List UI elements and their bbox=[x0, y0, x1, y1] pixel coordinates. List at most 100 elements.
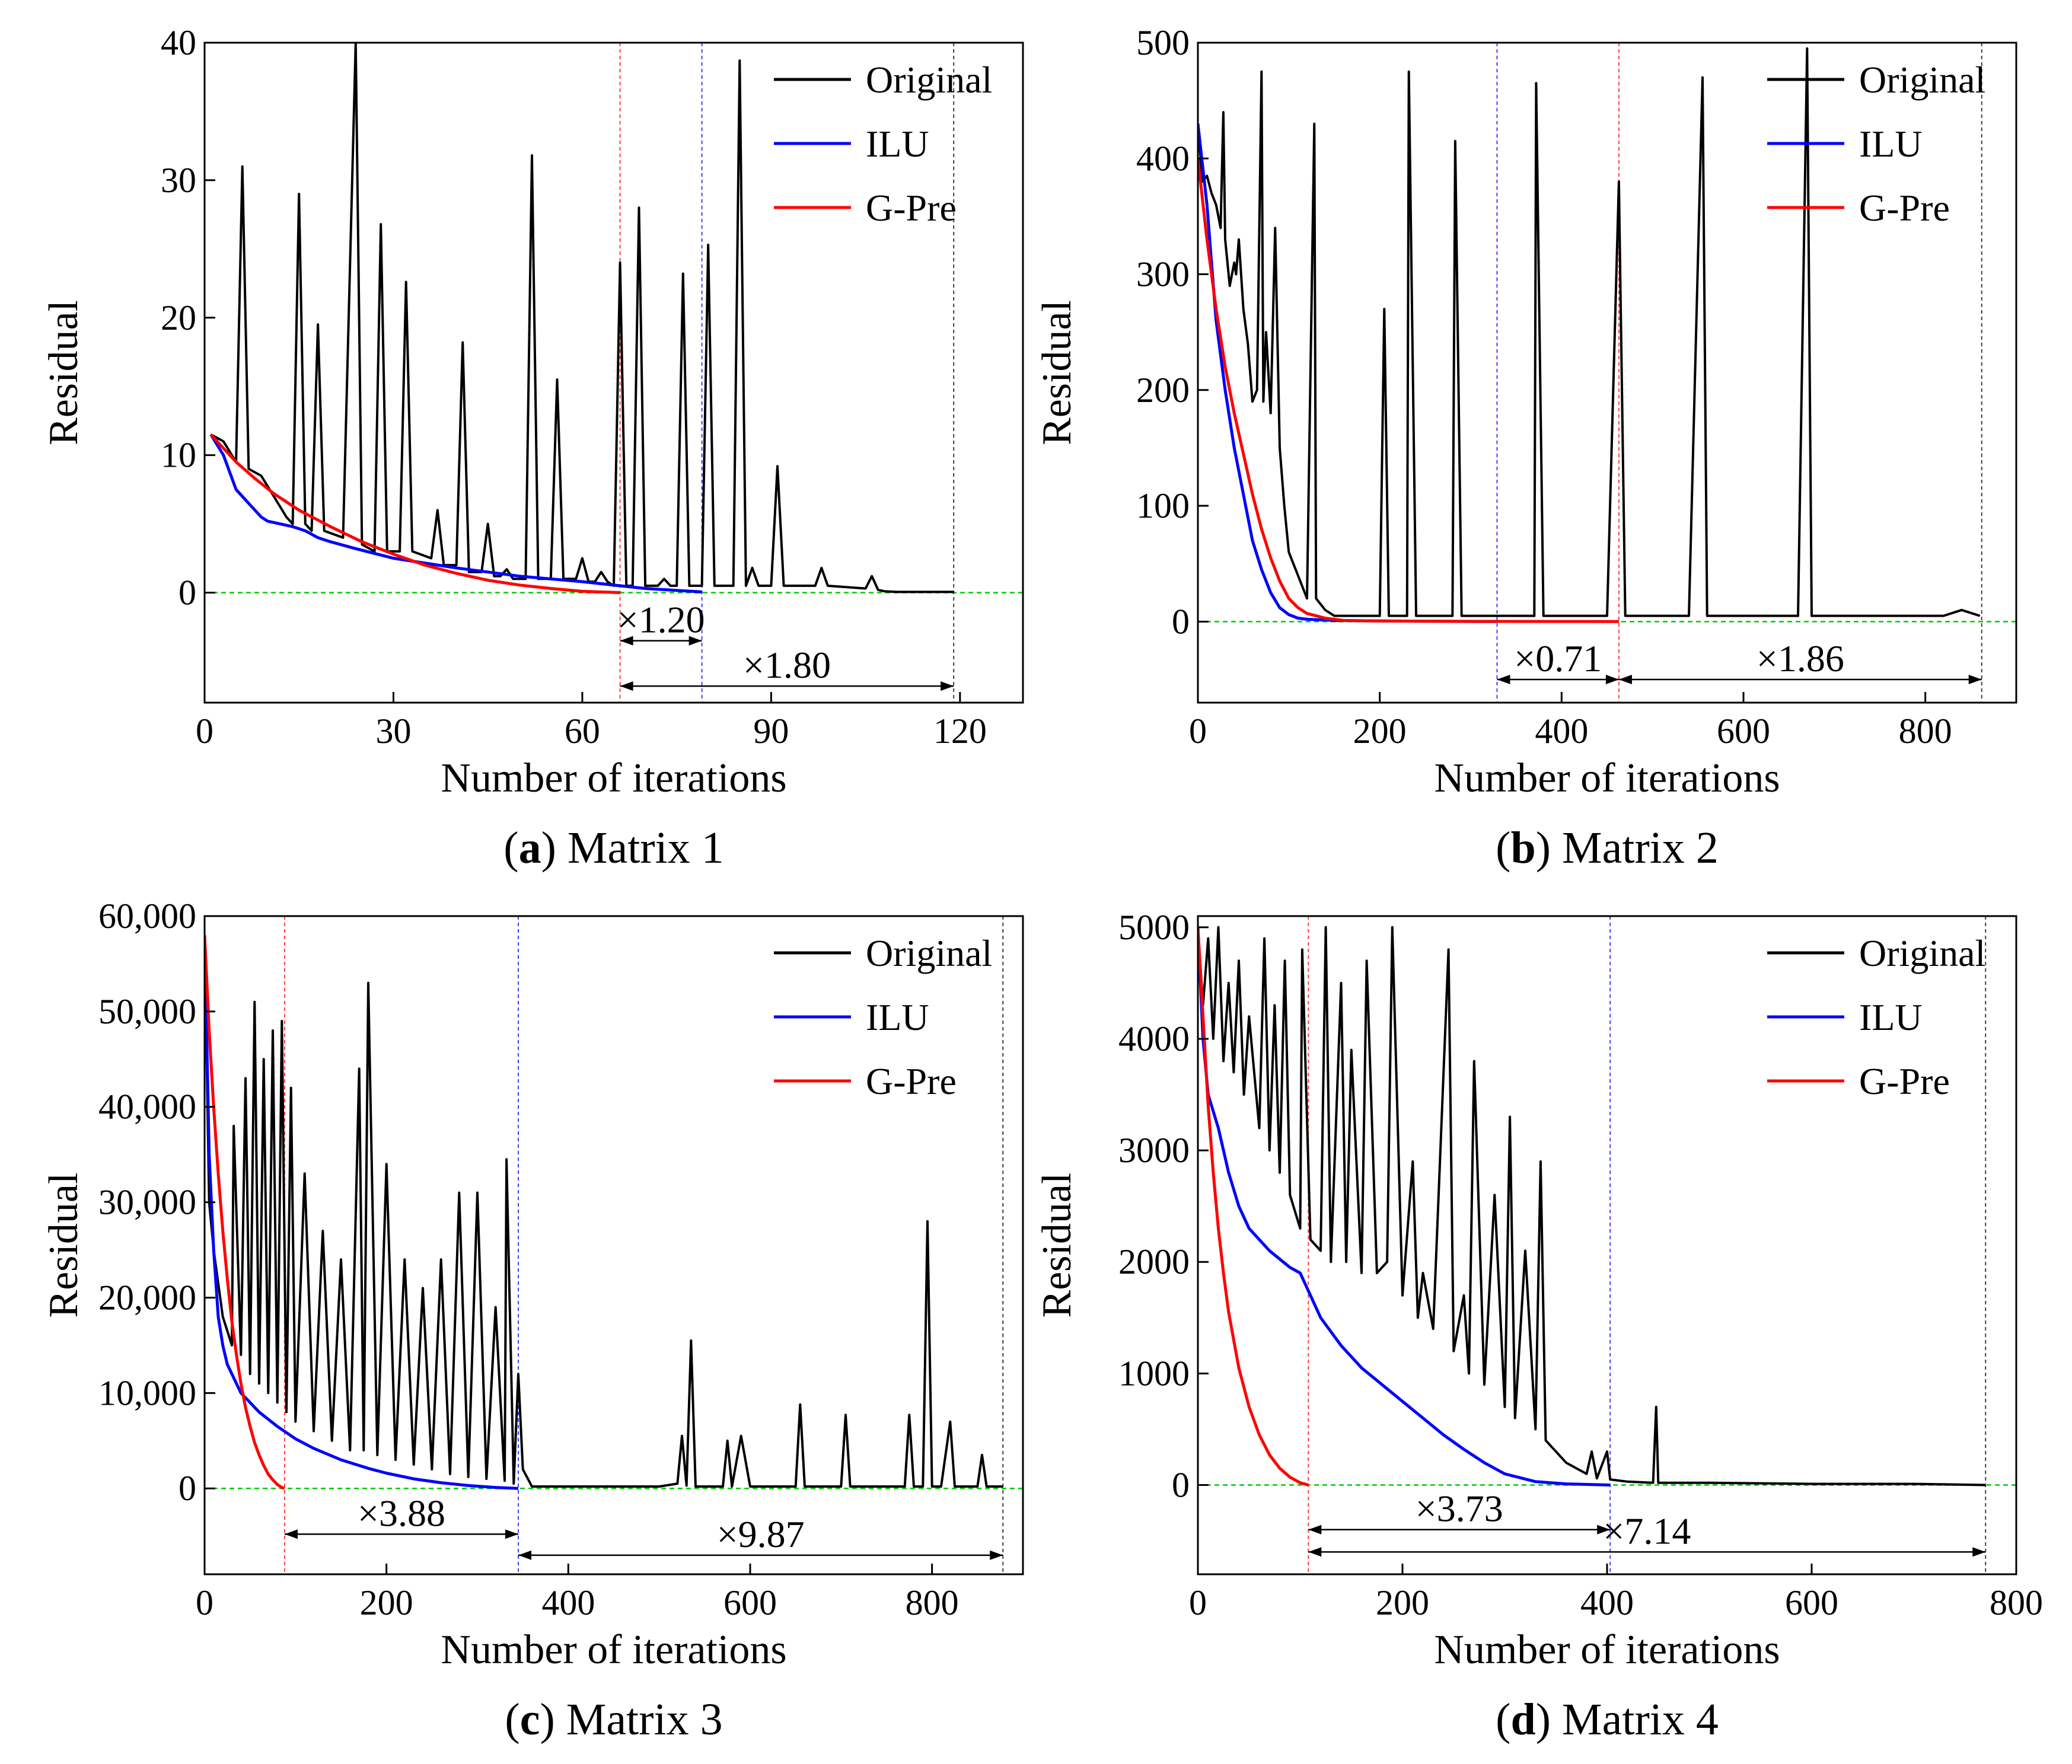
series-line-ilu bbox=[209, 433, 702, 594]
y-tick-label: 30,000 bbox=[98, 1183, 196, 1222]
y-tick-label: 3000 bbox=[1118, 1131, 1190, 1170]
arrowhead-left bbox=[518, 1550, 531, 1560]
y-tick-label: 10,000 bbox=[98, 1373, 196, 1412]
y-tick-label: 300 bbox=[1136, 255, 1190, 294]
series-line-original bbox=[1198, 926, 1986, 1487]
y-tick-label: 4000 bbox=[1118, 1019, 1190, 1058]
panel-caption: (b) Matrix 2 bbox=[1496, 823, 1719, 873]
y-tick-label: 0 bbox=[178, 573, 196, 613]
caption-text: ) Matrix 1 bbox=[541, 823, 724, 873]
caption-text: ) Matrix 2 bbox=[1536, 823, 1719, 873]
arrowhead-left bbox=[620, 636, 633, 646]
x-axis-label: Number of iterations bbox=[1434, 1627, 1780, 1673]
panel-caption: (d) Matrix 4 bbox=[1496, 1695, 1719, 1744]
y-tick-label: 0 bbox=[178, 1469, 196, 1508]
speedup-label: ×3.88 bbox=[358, 1492, 445, 1534]
speedup-label: ×1.20 bbox=[617, 599, 705, 641]
y-tick-label: 400 bbox=[1136, 139, 1190, 178]
x-tick-label: 400 bbox=[1535, 712, 1588, 751]
x-tick-label: 600 bbox=[1785, 1583, 1838, 1622]
chart-panel-c: ×3.88 ×9.87 0 200 400 600 800 0 10,000 20,000 30,0… bbox=[41, 897, 1024, 1744]
plot-frame bbox=[203, 915, 1024, 1575]
arrowhead-right bbox=[1597, 1524, 1611, 1535]
arrowhead-right bbox=[1605, 674, 1619, 684]
arrowhead-left bbox=[620, 681, 633, 691]
speedup-label: ×1.80 bbox=[743, 644, 831, 686]
legend-label-original: Original bbox=[866, 59, 992, 101]
chart-panel-a: ×1.20 ×1.80 0 30 60 90 120 0 10 20 30 40 Number of i… bbox=[41, 23, 1024, 873]
caption-open-paren: ( bbox=[1496, 1695, 1510, 1744]
caption-letter: a bbox=[519, 823, 541, 873]
legend-label-g-pre: G-Pre bbox=[1859, 187, 1950, 229]
arrowhead-right bbox=[941, 681, 954, 691]
series-line-g-pre bbox=[209, 433, 620, 594]
series-line-original bbox=[205, 935, 1003, 1488]
x-tick-label: 0 bbox=[1189, 712, 1207, 751]
arrowhead-left bbox=[1497, 674, 1510, 684]
legend-label-ilu: ILU bbox=[866, 123, 929, 165]
x-tick-label: 200 bbox=[1376, 1583, 1429, 1622]
caption-open-paren: ( bbox=[1496, 823, 1510, 873]
y-axis-label: Residual bbox=[41, 300, 87, 445]
x-tick-label: 600 bbox=[1717, 712, 1770, 751]
y-tick-label: 40,000 bbox=[98, 1087, 196, 1127]
caption-letter: d bbox=[1510, 1695, 1535, 1744]
x-tick-label: 0 bbox=[196, 1583, 213, 1622]
legend-label-g-pre: G-Pre bbox=[1859, 1060, 1950, 1102]
legend-label-original: Original bbox=[1859, 932, 1985, 974]
y-tick-label: 100 bbox=[1136, 486, 1190, 525]
y-tick-label: 200 bbox=[1136, 371, 1190, 410]
y-tick-label: 1000 bbox=[1118, 1354, 1190, 1393]
y-tick-label: 500 bbox=[1136, 23, 1190, 62]
speedup-label: ×3.73 bbox=[1416, 1488, 1503, 1530]
x-tick-label: 30 bbox=[375, 712, 411, 751]
speedup-label: ×7.14 bbox=[1603, 1510, 1691, 1552]
legend-label-g-pre: G-Pre bbox=[866, 187, 957, 229]
arrowhead-right bbox=[1968, 674, 1982, 684]
series-line-g-pre bbox=[1198, 927, 1309, 1487]
y-tick-label: 0 bbox=[1172, 602, 1190, 641]
legend-label-ilu: ILU bbox=[866, 996, 929, 1038]
legend-label-original: Original bbox=[1859, 59, 1985, 101]
arrowhead-left bbox=[284, 1529, 298, 1539]
x-tick-label: 400 bbox=[541, 1583, 595, 1622]
x-tick-label: 90 bbox=[753, 712, 789, 751]
series-line-original bbox=[1198, 47, 1981, 617]
speedup-label: ×9.87 bbox=[717, 1513, 805, 1555]
y-tick-label: 60,000 bbox=[98, 897, 196, 936]
x-tick-label: 0 bbox=[1189, 1583, 1207, 1622]
arrowhead-right bbox=[505, 1529, 518, 1539]
x-tick-label: 400 bbox=[1580, 1583, 1634, 1622]
panel-caption: (a) Matrix 1 bbox=[503, 823, 723, 873]
speedup-label: ×0.71 bbox=[1514, 637, 1602, 680]
x-axis-label: Number of iterations bbox=[441, 755, 786, 801]
y-axis-label: Residual bbox=[41, 1173, 87, 1318]
arrowhead-right bbox=[688, 636, 702, 646]
arrowhead-left bbox=[1308, 1547, 1322, 1557]
x-tick-label: 600 bbox=[723, 1583, 777, 1622]
y-tick-label: 40 bbox=[161, 23, 196, 62]
legend-label-ilu: ILU bbox=[1859, 996, 1923, 1038]
x-tick-label: 120 bbox=[933, 712, 987, 751]
caption-open-paren: ( bbox=[505, 1695, 519, 1744]
caption-open-paren: ( bbox=[503, 823, 518, 873]
panel-caption: (c) Matrix 3 bbox=[505, 1695, 722, 1744]
series-line-ilu bbox=[205, 935, 519, 1490]
y-axis-label: Residual bbox=[1034, 1173, 1080, 1318]
x-tick-label: 0 bbox=[196, 712, 213, 751]
legend-label-ilu: ILU bbox=[1859, 123, 1923, 165]
y-tick-label: 30 bbox=[161, 161, 196, 200]
series-line-original bbox=[210, 43, 954, 594]
chart-panel-d: ×3.73 ×7.14 0 200 400 600 800 0 1000 2000 3000 4000… bbox=[1034, 908, 2043, 1744]
arrowhead-right bbox=[990, 1550, 1003, 1560]
x-tick-label: 200 bbox=[1353, 712, 1407, 751]
legend-label-g-pre: G-Pre bbox=[866, 1060, 957, 1102]
series-line-g-pre bbox=[1198, 158, 1619, 623]
y-tick-label: 2000 bbox=[1118, 1242, 1190, 1281]
x-tick-label: 800 bbox=[1899, 712, 1952, 751]
arrowhead-left bbox=[1618, 674, 1632, 684]
x-axis-label: Number of iterations bbox=[1434, 755, 1780, 801]
caption-letter: c bbox=[520, 1695, 540, 1744]
chart-panel-b: ×0.71 ×1.86 0 200 400 600 800 0 100 200 300 400 500 N… bbox=[1034, 23, 2017, 873]
